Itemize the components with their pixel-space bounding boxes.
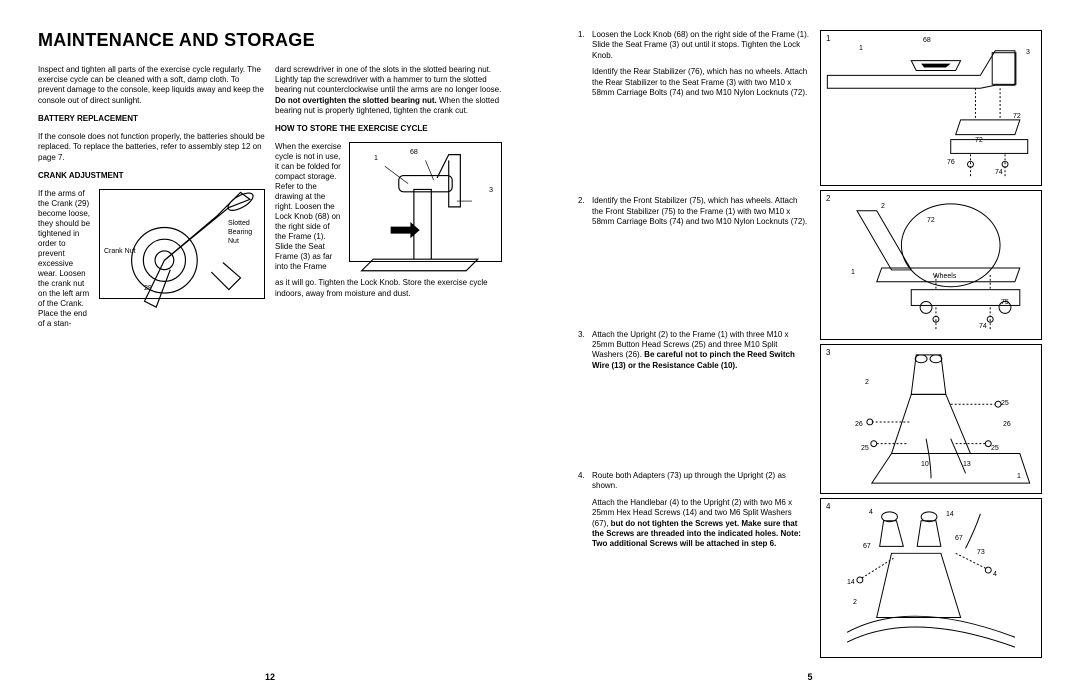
- store-label-3: 3: [489, 187, 493, 196]
- callout-label: 67: [863, 543, 871, 550]
- two-column-layout: Inspect and tighten all parts of the exe…: [38, 65, 502, 329]
- callout-label: 67: [955, 535, 963, 542]
- store-figure: 1 68 3: [349, 142, 502, 262]
- crank-nut-label: Crank Nut: [104, 248, 136, 257]
- callout-label: 75: [1001, 299, 1009, 306]
- callout-label: 1: [1017, 473, 1021, 480]
- assembly-diagrams: 1 68 3 1 72 72 76 74 2 2 72 1 Wheels 75 74 3 2 25 26 26 25…: [820, 30, 1042, 662]
- step-p: Identify the Front Stabilizer (75), whic…: [592, 196, 810, 227]
- battery-body: If the console does not function properl…: [38, 132, 265, 163]
- callout-label: 26: [855, 421, 863, 428]
- callout-label: 25: [991, 445, 999, 452]
- step-3: 3. Attach the Upright (2) to the Frame (…: [578, 330, 810, 378]
- step-body: Route both Adapters (73) up through the …: [592, 471, 810, 556]
- callout-label: 4: [869, 509, 873, 516]
- store-diagram-svg: [350, 143, 501, 282]
- callout-label: 72: [927, 217, 935, 224]
- step-p: Route both Adapters (73) up through the …: [592, 471, 810, 492]
- assembly-steps: 1. Loosen the Lock Knob (68) on the righ…: [578, 30, 810, 574]
- callout-label: Wheels: [933, 273, 956, 280]
- callout-label: 1: [859, 45, 863, 52]
- crank-row: If the arms of the Crank (29) become loo…: [38, 189, 265, 329]
- diagram-number: 4: [826, 502, 830, 511]
- callout-label: 74: [995, 169, 1003, 176]
- callout-label: 3: [1026, 49, 1030, 56]
- callout-label: 4: [993, 571, 997, 578]
- step-body: Attach the Upright (2) to the Frame (1) …: [592, 330, 810, 378]
- assembly-diagram-2: 2 2 72 1 Wheels 75 74: [820, 190, 1042, 340]
- callout-label: 2: [865, 379, 869, 386]
- crank-heading: CRANK ADJUSTMENT: [38, 171, 265, 181]
- diagram-number: 3: [826, 348, 830, 357]
- left-page-number: 12: [265, 672, 275, 682]
- diagram-number: 2: [826, 194, 830, 203]
- page-title: MAINTENANCE AND STORAGE: [38, 30, 502, 51]
- col2-paragraph: dard screwdriver in one of the slots in …: [275, 65, 502, 116]
- crank-figure: Crank Nut Slotted Bearing Nut 29: [99, 189, 265, 299]
- callout-label: 1: [851, 269, 855, 276]
- step-number: 4.: [578, 471, 592, 556]
- right-page: 1. Loosen the Lock Knob (68) on the righ…: [540, 0, 1080, 698]
- step-1: 1. Loosen the Lock Knob (68) on the righ…: [578, 30, 810, 104]
- right-page-number: 5: [807, 672, 812, 682]
- store-label-1: 1: [374, 155, 378, 164]
- step-p: Identify the Rear Stabilizer (76), which…: [592, 67, 810, 98]
- store-heading: HOW TO STORE THE EXERCISE CYCLE: [275, 124, 502, 134]
- callout-label: 25: [861, 445, 869, 452]
- step-body: Identify the Front Stabilizer (75), whic…: [592, 196, 810, 233]
- assembly-diagram-3: 3 2 25 26 26 25 25 10 13 1: [820, 344, 1042, 494]
- step-p: Attach the Handlebar (4) to the Upright …: [592, 498, 810, 550]
- callout-label: 74: [979, 323, 987, 330]
- callout-label: 68: [923, 37, 931, 44]
- slotted-label: Slotted Bearing Nut: [228, 220, 260, 247]
- store-body-text: When the exercise cycle is not in use, i…: [275, 142, 343, 272]
- callout-label: 10: [921, 461, 929, 468]
- crank-body-text: If the arms of the Crank (29) become loo…: [38, 189, 93, 329]
- left-page: MAINTENANCE AND STORAGE Inspect and tigh…: [0, 0, 540, 698]
- callout-label: 14: [946, 511, 954, 518]
- step-p: Loosen the Lock Knob (68) on the right s…: [592, 30, 810, 61]
- callout-label: 2: [881, 203, 885, 210]
- left-column: Inspect and tighten all parts of the exe…: [38, 65, 265, 329]
- assembly-diagram-4: 4 4 14 67 67 73 14 4 2: [820, 498, 1042, 658]
- diagram-number: 1: [826, 34, 830, 43]
- callout-label: 73: [977, 549, 985, 556]
- callout-label: 14: [847, 579, 855, 586]
- step-body: Loosen the Lock Knob (68) on the right s…: [592, 30, 810, 104]
- battery-heading: BATTERY REPLACEMENT: [38, 114, 265, 124]
- col2-bold: Do not overtighten the slotted bearing n…: [275, 96, 439, 105]
- twentynine-label: 29: [144, 285, 152, 294]
- intro-paragraph: Inspect and tighten all parts of the exe…: [38, 65, 265, 106]
- callout-label: 13: [963, 461, 971, 468]
- step-bold: but do not tighten the Screws yet. Make …: [592, 519, 801, 549]
- store-label-68: 68: [410, 149, 418, 158]
- right-column: dard screwdriver in one of the slots in …: [275, 65, 502, 329]
- callout-label: 72: [1013, 113, 1021, 120]
- step-4: 4. Route both Adapters (73) up through t…: [578, 471, 810, 556]
- step-2: 2. Identify the Front Stabilizer (75), w…: [578, 196, 810, 233]
- step-number: 1.: [578, 30, 592, 104]
- callout-label: 2: [853, 599, 857, 606]
- step-number: 3.: [578, 330, 592, 378]
- callout-label: 25: [1001, 400, 1009, 407]
- callout-label: 72: [975, 137, 983, 144]
- step-number: 2.: [578, 196, 592, 233]
- callout-label: 26: [1003, 421, 1011, 428]
- step-p: Attach the Upright (2) to the Frame (1) …: [592, 330, 810, 372]
- col2-top-text: dard screwdriver in one of the slots in …: [275, 65, 501, 94]
- store-row: When the exercise cycle is not in use, i…: [275, 142, 502, 272]
- assembly-diagram-1: 1 68 3 1 72 72 76 74: [820, 30, 1042, 186]
- callout-label: 76: [947, 159, 955, 166]
